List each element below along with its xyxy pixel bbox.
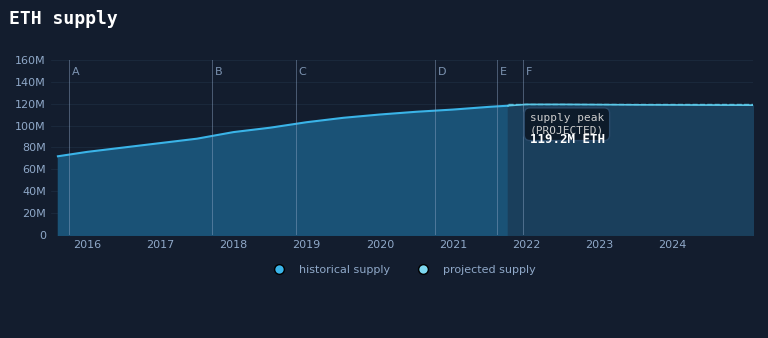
Text: B: B [214,68,222,77]
Text: supply peak
(PROJECTED): supply peak (PROJECTED) [530,114,604,135]
Text: F: F [525,68,531,77]
Text: A: A [72,68,79,77]
Text: E: E [500,68,507,77]
Text: 119.2M ETH: 119.2M ETH [530,133,605,146]
Text: D: D [438,68,446,77]
Text: ETH supply: ETH supply [9,10,118,28]
Text: C: C [299,68,306,77]
Legend: historical supply, projected supply: historical supply, projected supply [263,260,541,279]
